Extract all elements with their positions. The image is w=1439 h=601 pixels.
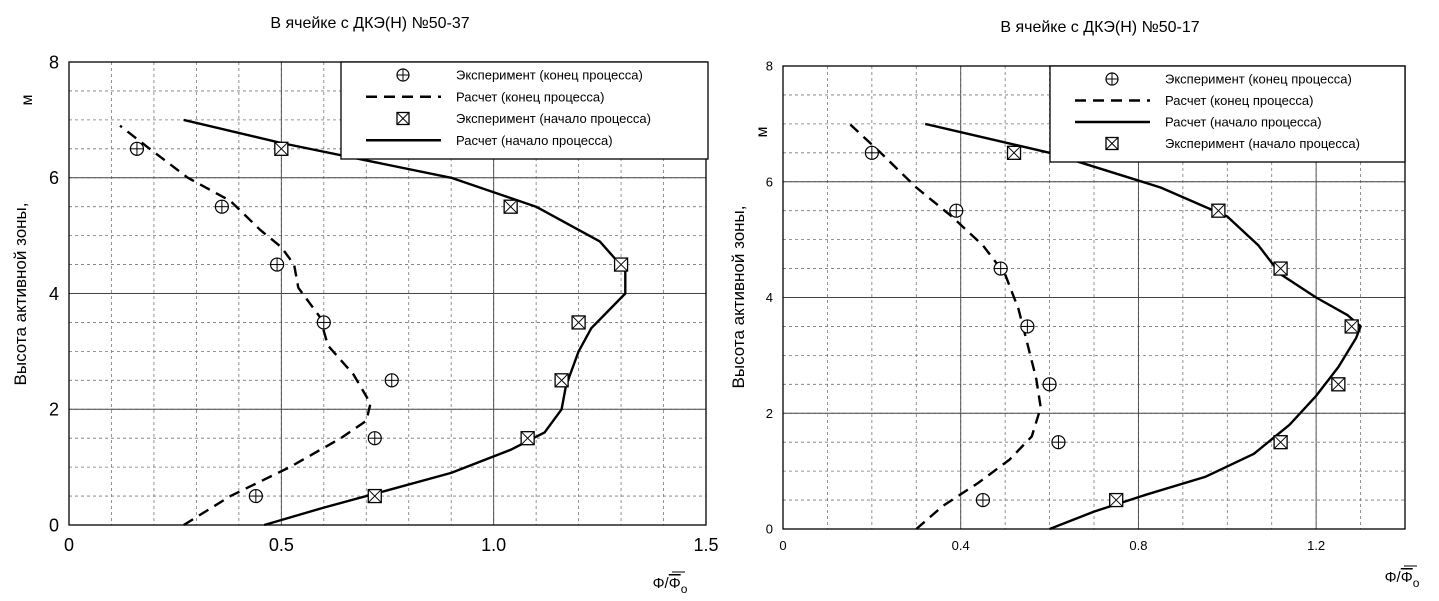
circle-plus-marker	[1051, 435, 1066, 450]
square-x-marker	[520, 431, 535, 446]
series-group	[119, 118, 629, 527]
legend-label: Эксперимент (начало процесса)	[456, 111, 651, 126]
square-x-marker	[367, 488, 382, 504]
x-tick-label: 0	[779, 538, 786, 553]
circle-plus-marker	[396, 68, 410, 82]
chart-title: В ячейке с ДКЭ(Н) №50-17	[1000, 19, 1199, 36]
y-tick-label: 2	[49, 400, 59, 420]
y-axis-unit: м	[754, 127, 771, 138]
y-tick-label: 8	[49, 52, 59, 72]
circle-plus-marker	[993, 261, 1008, 276]
x-tick-label: 0.8	[1129, 538, 1147, 553]
circle-plus-marker	[1042, 377, 1057, 392]
x-axis-label: Φ/Φo	[653, 575, 688, 596]
x-tick-label: 1.2	[1307, 538, 1325, 553]
square-x-marker	[1105, 136, 1119, 151]
x-axis-label: Φ/Φo	[1385, 569, 1420, 590]
square-x-marker	[1273, 435, 1288, 450]
y-axis-label: Высота активной зоны,	[729, 206, 748, 389]
legend-label: Расчет (конец процесса)	[456, 89, 604, 104]
series-line-dashed	[119, 124, 372, 527]
x-tick-label: 0.5	[269, 535, 294, 555]
y-tick-label: 4	[49, 284, 59, 304]
circle-plus-marker	[1105, 72, 1119, 86]
legend: Эксперимент (конец процесса) Расчет (коне…	[1049, 65, 1406, 163]
square-x-marker	[571, 315, 586, 330]
circle-plus-marker	[864, 145, 879, 160]
y-tick-label: 0	[49, 515, 59, 535]
legend-label: Эксперимент (конец процесса)	[1165, 72, 1352, 87]
x-tick-label: 1.5	[693, 535, 718, 555]
legend-label: Расчет (начало процесса)	[1165, 115, 1322, 130]
series-group	[848, 122, 1362, 531]
legend-label: Расчет (начало процесса)	[456, 133, 613, 148]
square-x-marker	[396, 111, 410, 126]
chart-1: 0 0.5 1.0 1.5 0 2 4 6 8 В ячейке с ДКЭ(Н) №50-37 В…	[11, 15, 719, 596]
y-axis-label: Высота активной зоны,	[11, 203, 30, 386]
y-tick-label: 8	[766, 59, 773, 74]
x-tick-label: 1.0	[481, 535, 506, 555]
legend-label: Эксперимент (конец процесса)	[456, 68, 643, 83]
legend-label: Эксперимент (начало процесса)	[1165, 136, 1360, 151]
chart-2: 0 0.4 0.8 1.2 0 2 4 6 8 В ячейке с ДКЭ(Н) №50-17 В…	[729, 19, 1420, 590]
square-x-marker	[274, 141, 289, 156]
y-tick-label: 0	[766, 522, 773, 537]
chart-title: В ячейке с ДКЭ(Н) №50-37	[270, 15, 469, 32]
square-x-marker	[1006, 145, 1022, 160]
series-line-dashed	[848, 123, 1042, 530]
circle-plus-marker	[949, 203, 964, 218]
y-tick-label: 6	[766, 174, 773, 189]
x-tick-label: 0	[64, 535, 74, 555]
square-x-marker	[503, 199, 518, 214]
circle-plus-marker	[1020, 319, 1035, 334]
y-tick-label: 6	[49, 168, 59, 188]
legend: Эксперимент (конец процесса) Расчет (коне…	[340, 61, 709, 160]
y-tick-label: 2	[766, 406, 773, 421]
circle-plus-marker	[248, 488, 263, 504]
legend-label: Расчет (конец процесса)	[1165, 93, 1313, 108]
y-axis-unit: м	[19, 95, 36, 106]
circle-plus-marker	[214, 199, 229, 214]
square-x-marker	[554, 373, 569, 388]
circle-plus-marker	[367, 431, 382, 446]
circle-plus-marker	[269, 257, 285, 272]
x-tick-label: 0.4	[952, 538, 970, 553]
square-x-marker	[1211, 203, 1226, 218]
square-x-marker	[1331, 377, 1346, 392]
circle-plus-marker	[975, 492, 991, 508]
series-line-solid	[183, 118, 627, 527]
circle-plus-marker	[129, 141, 145, 156]
square-x-marker	[613, 257, 629, 272]
square-x-marker	[1273, 261, 1288, 276]
circle-plus-marker	[316, 315, 331, 330]
circle-plus-marker	[384, 373, 399, 388]
legend-box	[340, 61, 709, 160]
square-x-marker	[1344, 319, 1359, 334]
square-x-marker	[1109, 492, 1124, 508]
y-tick-label: 4	[766, 290, 773, 305]
